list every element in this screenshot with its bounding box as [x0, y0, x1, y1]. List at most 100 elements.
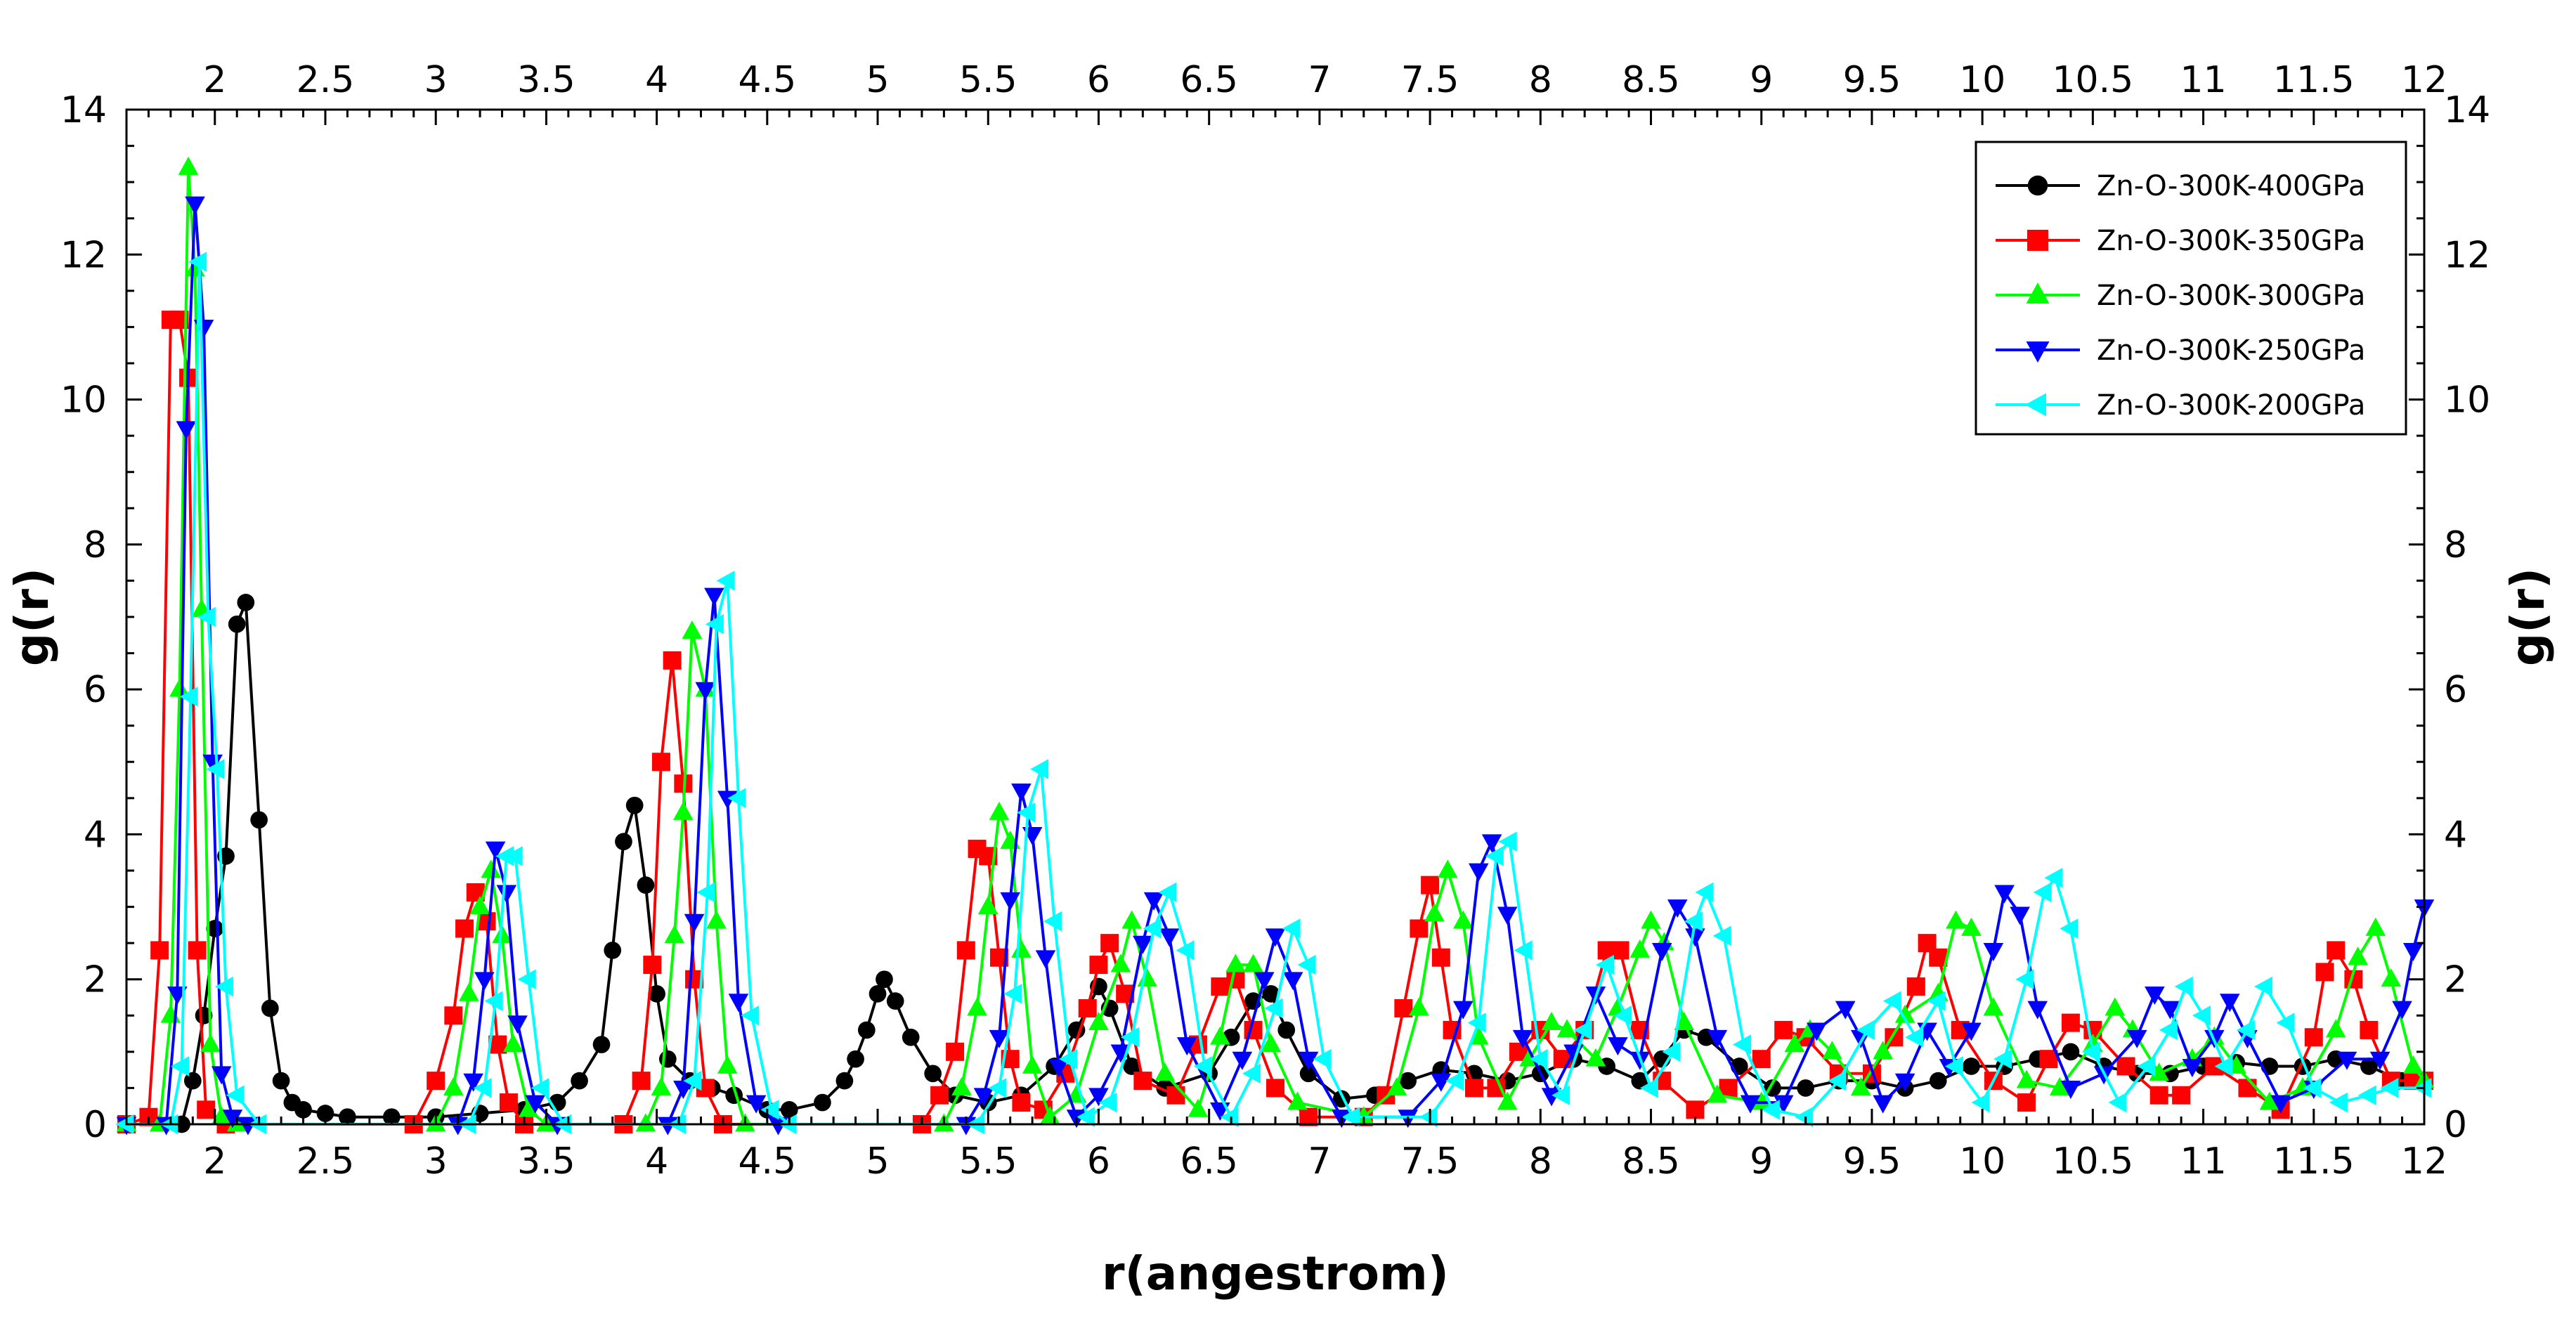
data-point: [1265, 928, 1286, 947]
x-tick-label-top: 8.5: [1622, 59, 1680, 101]
data-point: [474, 972, 495, 991]
data-point: [481, 859, 502, 878]
data-point: [695, 682, 716, 701]
data-point: [1971, 1092, 1990, 1113]
data-point: [1266, 1079, 1284, 1098]
data-point: [1468, 863, 1489, 882]
data-point: [1894, 1004, 1915, 1023]
data-point: [1121, 1027, 1140, 1048]
x-axis-title: r(angestrom): [1102, 1247, 1449, 1301]
data-point: [179, 686, 198, 707]
data-point: [648, 984, 665, 1003]
data-point: [2105, 997, 2126, 1016]
data-point: [658, 1050, 677, 1068]
data-point: [2126, 1029, 2147, 1048]
data-point: [1176, 940, 1195, 961]
data-point: [1485, 846, 1504, 866]
data-point: [2062, 1043, 2080, 1061]
y-tick-label-right: 2: [2444, 959, 2467, 1001]
data-point: [1421, 876, 1440, 894]
data-point: [604, 942, 622, 959]
data-point: [1993, 1048, 2012, 1069]
data-point: [664, 925, 685, 944]
data-point: [2149, 1062, 2169, 1081]
y-tick-label-left: 14: [60, 89, 107, 131]
data-point: [1043, 911, 1062, 932]
data-point: [2174, 976, 2193, 997]
data-point: [1287, 1091, 1308, 1110]
data-point: [2360, 1058, 2378, 1075]
x-tick-label-bottom: 11: [2180, 1140, 2226, 1183]
data-point: [2061, 1013, 2080, 1032]
data-point: [2044, 868, 2063, 888]
data-point: [1261, 1033, 1282, 1052]
data-point: [2214, 1056, 2233, 1076]
data-point: [2360, 1020, 2379, 1039]
y-tick-label-right: 12: [2444, 234, 2490, 276]
data-point: [169, 678, 190, 697]
data-point: [1154, 1062, 1176, 1081]
x-tick-label-bottom: 6.5: [1180, 1140, 1238, 1183]
data-point: [525, 1095, 545, 1114]
data-point: [238, 1117, 259, 1135]
data-point: [1684, 911, 1703, 932]
x-tick-label-top: 4.5: [738, 59, 796, 101]
data-point: [1983, 997, 2004, 1016]
data-point: [1386, 1076, 1407, 1095]
data-point: [1424, 903, 1445, 922]
data-point: [651, 753, 670, 772]
data-point: [1341, 1107, 1360, 1127]
data-point: [1712, 925, 1731, 946]
data-point: [684, 913, 705, 932]
data-point: [1232, 1051, 1253, 1070]
data-point: [2402, 1055, 2424, 1074]
data-point: [2192, 1005, 2211, 1026]
legend-marker: [2027, 230, 2048, 251]
legend-label: Zn-O-300K-350GPa: [2097, 225, 2365, 257]
data-point: [1225, 954, 1246, 972]
data-point: [1143, 918, 1162, 939]
x-tick-label-top: 8: [1529, 59, 1552, 101]
x-tick-label-bottom: 5: [866, 1140, 889, 1183]
data-point: [988, 1078, 1007, 1098]
data-point: [1210, 1026, 1230, 1045]
data-point: [1686, 1100, 1705, 1119]
data-point: [1133, 1072, 1152, 1091]
data-point: [473, 1078, 492, 1098]
data-point: [1773, 1095, 1794, 1114]
x-tick-label-bottom: 7: [1308, 1140, 1331, 1183]
data-point: [1242, 1063, 1261, 1084]
x-tick-label-top: 10: [1959, 59, 2005, 101]
data-point: [1076, 1107, 1095, 1127]
data-point: [178, 156, 199, 175]
data-point: [1662, 1041, 1681, 1062]
data-point: [1166, 1086, 1185, 1105]
x-tick-label-top: 7.5: [1401, 59, 1459, 101]
data-point: [1088, 1088, 1109, 1107]
data-point: [741, 1005, 760, 1026]
data-point: [2270, 1095, 2291, 1114]
data-point: [717, 790, 738, 809]
data-point: [847, 1050, 864, 1068]
data-point: [2116, 1057, 2135, 1076]
data-point: [683, 1070, 702, 1091]
data-point: [716, 571, 735, 591]
x-tick-label-bottom: 12: [2401, 1140, 2447, 1183]
data-point: [696, 882, 715, 903]
data-point: [651, 1076, 672, 1095]
x-tick-label-top: 2.5: [297, 59, 355, 101]
data-point: [658, 1117, 678, 1135]
data-point: [455, 919, 474, 938]
y-tick-label-right: 10: [2444, 379, 2490, 422]
x-tick-label-bottom: 7.5: [1401, 1140, 1459, 1183]
data-point: [727, 788, 746, 809]
data-point: [531, 1078, 549, 1098]
data-point: [1906, 977, 1925, 996]
data-point: [1629, 939, 1651, 958]
data-point: [1961, 1022, 1982, 1041]
data-point: [463, 1073, 483, 1092]
data-point: [160, 1004, 181, 1023]
data-point: [1994, 885, 2015, 904]
data-point: [1035, 950, 1056, 969]
data-point: [760, 1100, 779, 1120]
